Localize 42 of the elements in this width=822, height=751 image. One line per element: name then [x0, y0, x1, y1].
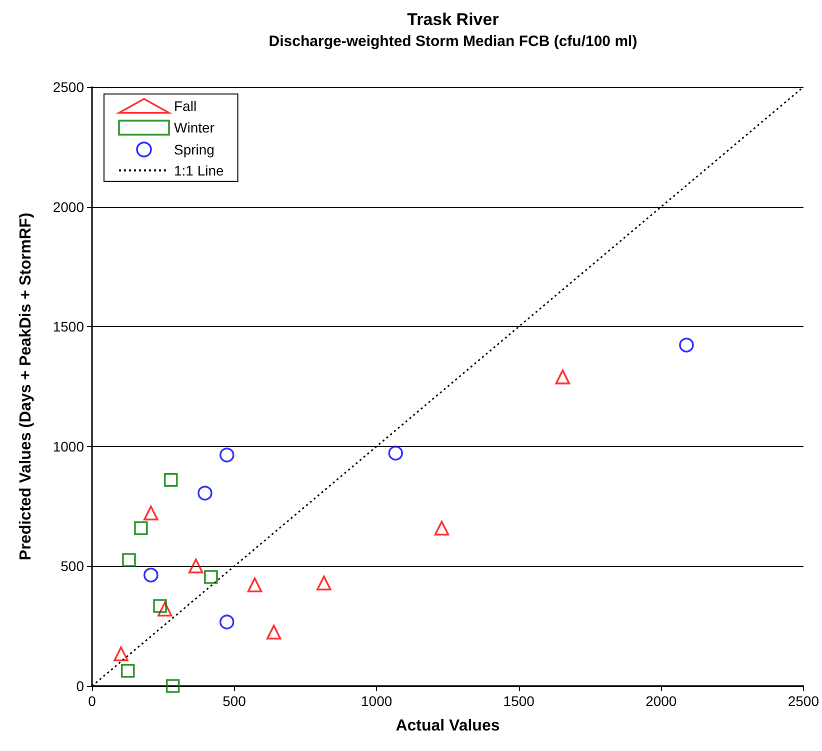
- chart-title: Trask River: [407, 10, 500, 29]
- point: [144, 568, 158, 582]
- y-tick-label: 1000: [52, 438, 84, 454]
- y-tick-label: 2500: [52, 79, 84, 95]
- legend-label: Spring: [174, 142, 214, 158]
- point: [188, 558, 204, 574]
- point: [247, 577, 262, 592]
- x-tick-label: 500: [222, 693, 246, 709]
- point: [153, 599, 167, 613]
- point: [164, 473, 178, 487]
- point: [220, 448, 234, 462]
- point: [114, 646, 128, 662]
- y-tick-label: 0: [76, 678, 84, 694]
- x-axis-title: Actual Values: [396, 718, 500, 734]
- point: [120, 664, 135, 678]
- point: [266, 624, 282, 640]
- point: [316, 576, 332, 590]
- point: [204, 570, 218, 584]
- point: [157, 602, 172, 616]
- chart-subtitle: Discharge-weighted Storm Median FCB (cfu/100 ml): [268, 33, 638, 50]
- y-axis-title: Predicted Values (Days + PeakDis + StormRF): [18, 212, 34, 560]
- y-tick-label: 2000: [52, 198, 84, 215]
- point: [166, 679, 180, 693]
- legend-label: Fall: [174, 98, 197, 114]
- point: [144, 506, 158, 520]
- y-tick-label: 500: [60, 558, 84, 574]
- x-tick-label: 1000: [360, 693, 392, 709]
- x-tick-label: 2500: [788, 693, 820, 709]
- legend-label: 1:1 Line: [174, 162, 224, 178]
- point: [122, 553, 136, 567]
- point: [679, 338, 694, 352]
- point: [434, 520, 450, 536]
- x-tick-label: 0: [88, 693, 96, 709]
- x-tick-label: 2000: [646, 693, 677, 709]
- point: [388, 446, 404, 461]
- legend-label: Winter: [174, 120, 215, 136]
- y-tick-label: 1500: [52, 318, 84, 335]
- point: [555, 370, 570, 384]
- point: [134, 521, 148, 536]
- x-tick-label: 1500: [503, 693, 535, 709]
- point: [198, 486, 212, 501]
- point: [220, 614, 234, 630]
